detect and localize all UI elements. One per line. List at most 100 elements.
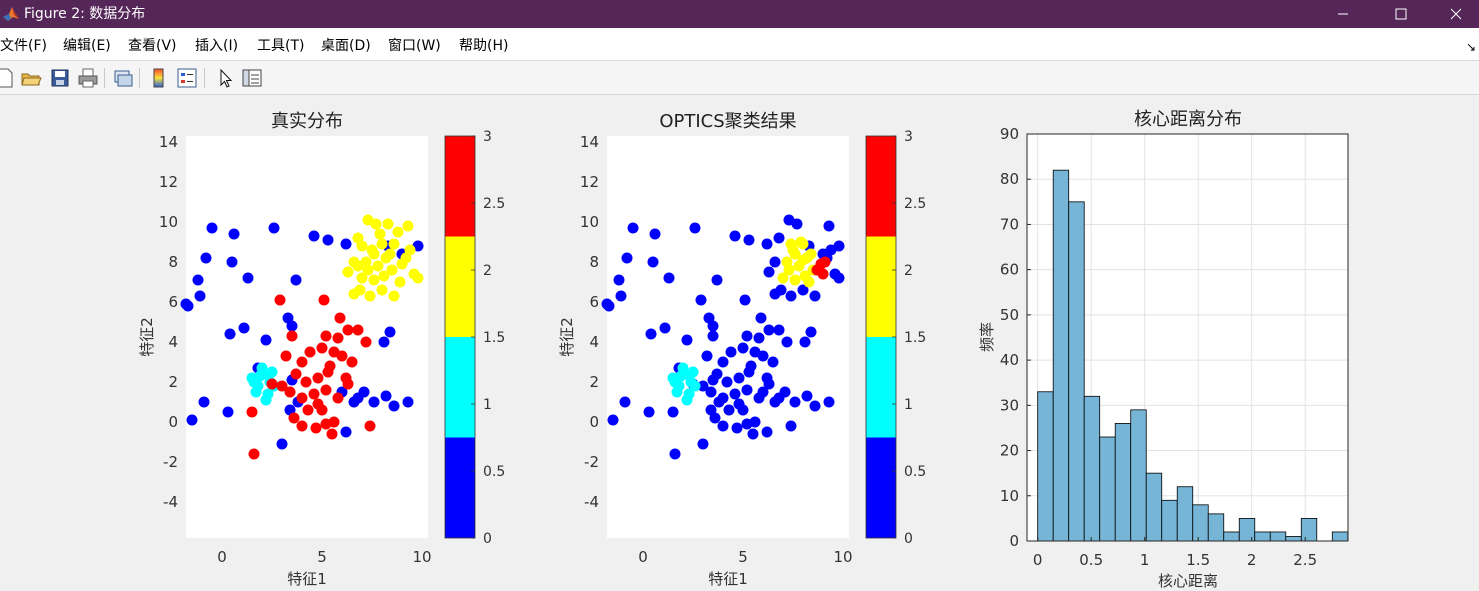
- data-point: [763, 266, 775, 278]
- data-point: [340, 238, 352, 250]
- y-tick-label: 10: [1000, 487, 1019, 505]
- data-point: [266, 366, 278, 378]
- close-icon: [1450, 8, 1462, 20]
- data-point: [809, 290, 821, 302]
- data-point: [378, 270, 390, 282]
- histogram-core-distance: 0 0.5 1 1.5 2 2.5 0 10 20 30 40 50 60 70 80 90 核心距离分布 核…: [978, 109, 1349, 590]
- y-tick-label: -4: [584, 493, 599, 511]
- data-point: [809, 400, 821, 412]
- menu-desktop[interactable]: 桌面(D): [321, 38, 371, 54]
- data-point: [797, 254, 809, 266]
- print-icon[interactable]: [77, 67, 99, 89]
- y-tick-label: 10: [580, 213, 599, 231]
- data-point: [280, 350, 292, 362]
- data-point: [200, 252, 212, 264]
- data-point: [731, 422, 743, 434]
- data-point: [228, 228, 240, 240]
- data-point: [348, 396, 360, 408]
- x-axis-label: 核心距离: [1158, 572, 1218, 590]
- window-title: Figure 2: 数据分布: [24, 6, 146, 22]
- new-figure-icon[interactable]: [0, 67, 16, 89]
- menu-dock-arrow-icon[interactable]: ↘: [1466, 40, 1477, 54]
- data-point: [769, 396, 781, 408]
- data-point: [342, 378, 354, 390]
- menu-window[interactable]: 窗口(W): [388, 38, 441, 54]
- data-point: [743, 234, 755, 246]
- edit-plot-arrow-icon[interactable]: [214, 67, 236, 89]
- data-point: [368, 248, 380, 260]
- minimize-icon: [1338, 13, 1348, 15]
- menu-help[interactable]: 帮助(H): [459, 38, 509, 54]
- menu-edit[interactable]: 编辑(E): [63, 38, 111, 54]
- x-tick-label: 0: [638, 548, 648, 566]
- menu-view[interactable]: 查看(V): [128, 38, 177, 54]
- data-point: [320, 330, 332, 342]
- menu-insert[interactable]: 插入(I): [195, 38, 239, 54]
- histogram-bar: [1331, 531, 1349, 542]
- scatter-points: [601, 214, 845, 460]
- data-point: [374, 228, 386, 240]
- histogram-bar: [1114, 423, 1132, 542]
- data-point: [388, 400, 400, 412]
- y-tick-label: 0: [168, 413, 178, 431]
- data-point: [741, 384, 753, 396]
- data-point: [276, 438, 288, 450]
- data-point: [250, 386, 262, 398]
- data-point: [615, 290, 627, 302]
- data-point: [803, 276, 815, 288]
- data-point: [789, 248, 801, 260]
- menu-bar: 文件(F) 编辑(E) 查看(V) 插入(I) 工具(T) 桌面(D) 窗口(W…: [0, 28, 1479, 61]
- menu-file[interactable]: 文件(F): [0, 38, 47, 54]
- x-tick-label: 0: [217, 548, 227, 566]
- data-point: [689, 222, 701, 234]
- data-point: [260, 334, 272, 346]
- y-tick-label: 12: [159, 173, 178, 191]
- data-point: [707, 330, 719, 342]
- histogram-bar: [1254, 531, 1271, 542]
- data-point: [695, 294, 707, 306]
- histogram-bar: [1145, 472, 1163, 542]
- y-tick-label: 60: [1000, 261, 1019, 279]
- data-point: [320, 384, 332, 396]
- y-tick-label: 70: [1000, 215, 1019, 233]
- data-point: [380, 390, 392, 402]
- data-point: [332, 332, 344, 344]
- menu-divider: [0, 60, 1479, 61]
- y-tick-label: 10: [159, 213, 178, 231]
- link-plot-icon[interactable]: [112, 67, 134, 89]
- data-point: [701, 350, 713, 362]
- histogram-bar: [1130, 409, 1147, 542]
- property-inspector-icon[interactable]: [241, 67, 263, 89]
- data-point: [352, 260, 364, 272]
- data-point: [741, 330, 753, 342]
- save-icon[interactable]: [49, 67, 71, 89]
- x-tick-label: 10: [412, 548, 431, 566]
- data-point: [388, 290, 400, 302]
- data-point: [260, 394, 272, 406]
- open-file-icon[interactable]: [20, 67, 42, 89]
- data-point: [675, 370, 687, 382]
- x-tick-label: 0.5: [1079, 551, 1103, 569]
- insert-legend-icon[interactable]: [176, 67, 198, 89]
- histogram-bar: [1223, 531, 1240, 542]
- maximize-icon: [1395, 8, 1407, 20]
- data-point: [368, 396, 380, 408]
- y-tick-label: 14: [580, 133, 599, 151]
- x-tick-label: 2: [1247, 551, 1257, 569]
- maximize-button[interactable]: [1378, 0, 1424, 28]
- close-button[interactable]: [1433, 0, 1479, 28]
- minimize-button[interactable]: [1320, 0, 1366, 28]
- menu-tools[interactable]: 工具(T): [257, 38, 305, 54]
- colorbar-segment: [445, 136, 475, 237]
- data-point: [785, 420, 797, 432]
- x-tick-label: 10: [833, 548, 852, 566]
- data-point: [394, 276, 406, 288]
- data-point: [404, 244, 416, 256]
- data-point: [340, 426, 352, 438]
- toolbar-separator: [104, 68, 105, 88]
- data-point: [322, 366, 334, 378]
- data-point: [186, 414, 198, 426]
- insert-colorbar-icon[interactable]: [148, 67, 170, 89]
